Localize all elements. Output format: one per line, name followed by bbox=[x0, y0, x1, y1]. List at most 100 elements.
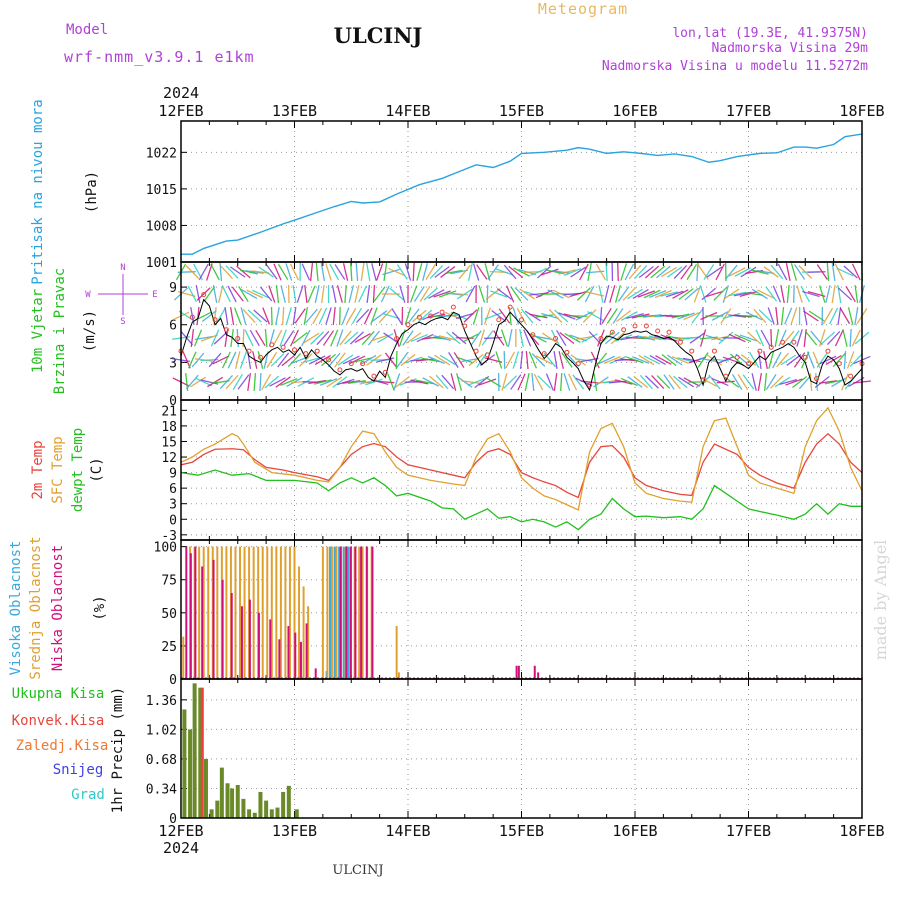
wind-barb bbox=[737, 374, 749, 390]
wind-barb bbox=[245, 270, 264, 274]
wind-barb bbox=[560, 372, 563, 392]
wind-barb bbox=[770, 264, 784, 280]
wind-barb bbox=[772, 351, 782, 369]
wind-barb bbox=[699, 336, 718, 340]
wind-barb bbox=[537, 265, 552, 279]
wind-barb bbox=[383, 332, 399, 344]
wind-barb bbox=[639, 374, 653, 390]
wind-barb bbox=[720, 308, 732, 324]
wind-barb bbox=[563, 268, 582, 276]
wind-barb bbox=[498, 308, 511, 324]
top-tick-label: 12FEB bbox=[158, 102, 203, 120]
gust-marker bbox=[223, 327, 229, 333]
bottom-tick-label: 17FEB bbox=[726, 822, 771, 840]
wind-barb bbox=[229, 266, 246, 278]
gust-marker bbox=[768, 344, 774, 350]
pressure-axis-title: Pritisak na nivou mora (hPa) bbox=[30, 99, 100, 284]
wind-barb bbox=[682, 357, 701, 363]
wind-barb bbox=[496, 288, 513, 300]
y-tick-label: 0 bbox=[169, 812, 177, 827]
wind-barb bbox=[439, 354, 456, 366]
wind-barb bbox=[535, 355, 553, 365]
wind-barb bbox=[221, 285, 231, 303]
wind-barb bbox=[678, 288, 694, 300]
gust-marker bbox=[269, 342, 275, 348]
wind-barb bbox=[524, 310, 541, 322]
gust-marker bbox=[428, 313, 434, 319]
wind-barb bbox=[478, 378, 497, 386]
wind-barb bbox=[561, 352, 573, 368]
wind-barb bbox=[794, 264, 806, 280]
wind-barb bbox=[705, 290, 724, 298]
wind-barb bbox=[672, 289, 689, 299]
wind-barb bbox=[371, 263, 377, 281]
wind-barb bbox=[190, 376, 206, 388]
wind-barb bbox=[468, 353, 484, 367]
gust-marker bbox=[802, 354, 808, 360]
wind-barb bbox=[558, 269, 576, 275]
wind-barb bbox=[361, 330, 375, 346]
wind-barb bbox=[831, 262, 836, 282]
wind-barb bbox=[195, 377, 213, 387]
wind-barb bbox=[824, 379, 843, 385]
wind-barb bbox=[590, 351, 600, 369]
total-rain-bar bbox=[264, 800, 269, 818]
wind-barb bbox=[834, 329, 844, 347]
wind-barb bbox=[841, 373, 849, 391]
wind-barb bbox=[337, 354, 354, 366]
wind-barb bbox=[849, 353, 863, 367]
wind-barb bbox=[750, 269, 769, 275]
gust-marker bbox=[848, 373, 854, 379]
wind-barb bbox=[404, 263, 412, 281]
wind-barb bbox=[609, 285, 616, 303]
wind-barb bbox=[755, 329, 765, 347]
gust-marker bbox=[212, 317, 218, 323]
wind-barb bbox=[603, 356, 621, 364]
total-rain-bar bbox=[203, 758, 208, 818]
wind-barb bbox=[845, 285, 856, 303]
wind-barb bbox=[434, 266, 450, 278]
wind-barb bbox=[350, 262, 353, 282]
total-rain-bar bbox=[192, 683, 197, 818]
wind-barb bbox=[429, 265, 444, 279]
wind-barb bbox=[836, 267, 854, 277]
wind-barb bbox=[196, 306, 200, 326]
wind-title-2: Brzina i Pravac bbox=[52, 268, 68, 394]
wind-barb bbox=[671, 355, 689, 365]
wind-barb bbox=[396, 264, 408, 280]
wind-barb bbox=[728, 291, 747, 297]
wind-barb bbox=[484, 312, 502, 320]
wind-barb bbox=[225, 374, 239, 390]
wind-barb bbox=[351, 307, 362, 325]
wind-barb bbox=[637, 335, 656, 341]
wind-barb bbox=[831, 376, 848, 388]
wind-barb bbox=[188, 351, 197, 369]
wind-barb bbox=[650, 265, 666, 279]
wind-barb bbox=[626, 356, 644, 364]
wind-barb bbox=[327, 352, 341, 368]
wind-barb bbox=[239, 351, 248, 369]
wind-barb bbox=[259, 372, 262, 392]
wind-barb bbox=[739, 334, 758, 342]
wind-barb bbox=[513, 267, 530, 277]
gust-marker bbox=[541, 351, 547, 357]
wind-barb bbox=[376, 357, 395, 363]
wind-barb bbox=[240, 288, 258, 300]
wind-barb bbox=[270, 353, 285, 367]
wind-barb bbox=[393, 329, 400, 347]
wind-barb bbox=[247, 309, 262, 323]
y-tick-label: 100 bbox=[154, 541, 177, 556]
wind-barb bbox=[563, 373, 571, 391]
wind-barb bbox=[227, 351, 237, 369]
gust-marker bbox=[530, 332, 536, 338]
wind-barb bbox=[280, 377, 298, 387]
gust-marker bbox=[700, 377, 706, 383]
gust-marker bbox=[609, 329, 615, 335]
wind-barb bbox=[262, 307, 271, 325]
wind-barb bbox=[450, 292, 469, 296]
precip-unit: 1hr Precip (mm) bbox=[110, 687, 126, 813]
wind-barb bbox=[320, 263, 326, 281]
wind-barb bbox=[290, 329, 299, 347]
wind-barb bbox=[389, 287, 404, 301]
wind-barb bbox=[691, 308, 704, 324]
